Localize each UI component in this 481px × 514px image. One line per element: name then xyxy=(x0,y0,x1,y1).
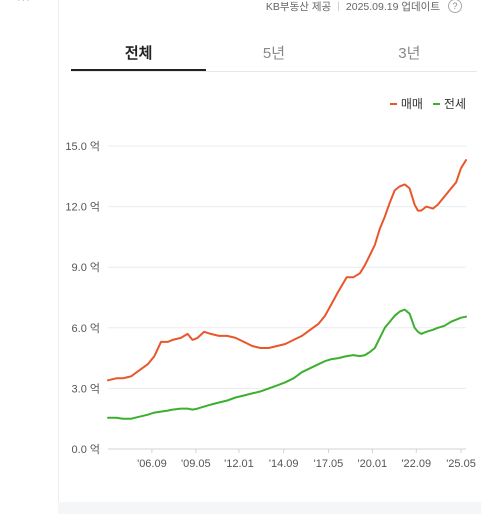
source-provider: KB부동산 제공 xyxy=(265,0,332,13)
x-tick-label: '17.05 xyxy=(314,458,344,470)
legend-item-jeonse[interactable]: 전세 xyxy=(432,95,466,112)
price-chart-panel: KB부동산 제공 | 2025.09.19 업데이트 ? 전체 5년 3년 매매… xyxy=(58,0,481,514)
legend-label-jeonse: 전세 xyxy=(443,97,466,111)
panel-footer xyxy=(58,502,481,514)
tab-5-years[interactable]: 5년 xyxy=(262,45,286,62)
legend-item-sale[interactable]: 매매 xyxy=(389,95,423,112)
y-tick-label: 15.0 억 xyxy=(65,140,100,153)
source-bar: KB부동산 제공 | 2025.09.19 업데이트 ? xyxy=(266,0,462,15)
x-tick-label: '12.01 xyxy=(224,458,254,470)
x-tick-label: '14.09 xyxy=(269,458,299,470)
y-tick-label: 6.0 억 xyxy=(72,322,100,335)
y-tick-label: 3.0 억 xyxy=(72,382,100,395)
x-tick-label: '06.09 xyxy=(137,458,167,470)
legend-swatch-jeonse xyxy=(432,102,440,105)
more-icon[interactable]: ··· xyxy=(17,0,31,6)
tab-3-years[interactable]: 3년 xyxy=(398,45,421,62)
series-line-sale xyxy=(107,159,467,382)
legend-swatch-sale xyxy=(389,102,397,105)
y-tick-label: 12.0 억 xyxy=(65,201,100,214)
y-tick-label: 0.0 억 xyxy=(72,443,100,456)
x-tick-label: '09.05 xyxy=(181,458,211,470)
x-tick-label: '25.05 xyxy=(446,458,476,470)
x-tick-label: '22.09 xyxy=(401,458,431,470)
series-line-jeonse xyxy=(107,308,467,420)
chart-legend: 매매 전세 xyxy=(389,95,466,112)
left-rail: ··· xyxy=(0,0,58,514)
tab-all[interactable]: 전체 xyxy=(71,40,207,71)
help-icon[interactable]: ? xyxy=(448,0,462,13)
x-tick-label: '20.01 xyxy=(358,458,388,470)
y-tick-label: 9.0 억 xyxy=(72,261,100,274)
legend-label-sale: 매매 xyxy=(400,97,423,111)
period-tabs: 전체 5년 3년 xyxy=(71,40,477,72)
source-updated: 2025.09.19 업데이트 xyxy=(345,0,440,13)
source-divider: | xyxy=(337,0,340,12)
